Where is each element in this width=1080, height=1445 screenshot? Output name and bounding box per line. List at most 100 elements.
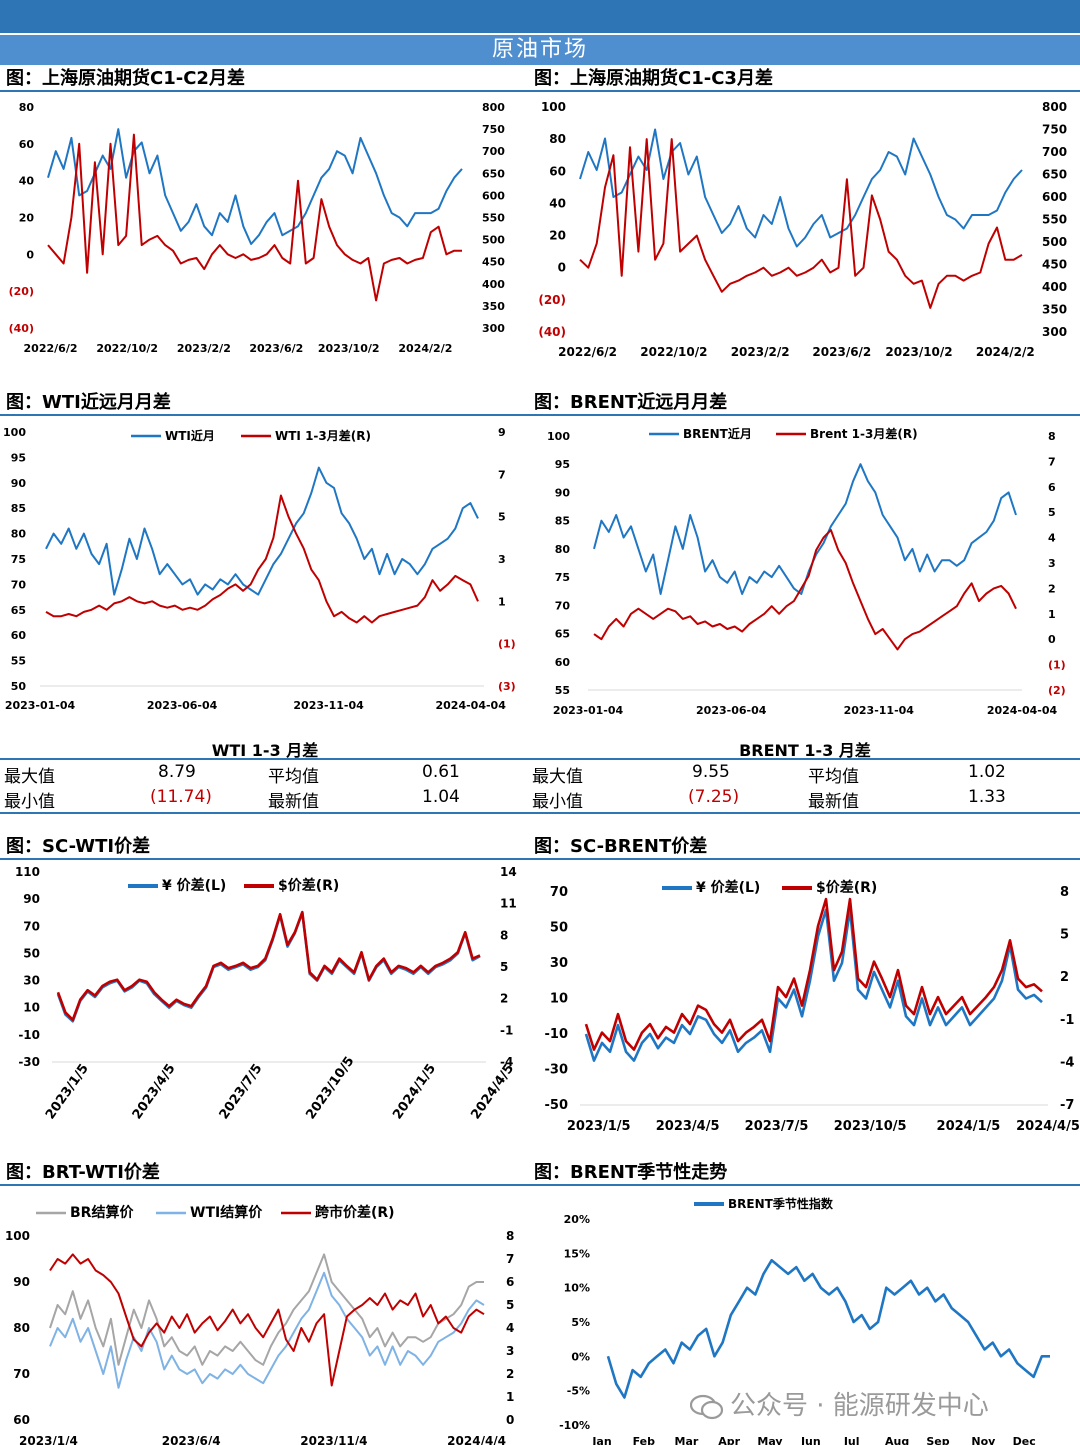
y-right-tick-label: (1)	[1048, 659, 1066, 672]
x-tick-label: 2023/2/2	[177, 342, 231, 355]
x-tick-label: 2023/4/5	[656, 1119, 720, 1134]
x-tick-label: Jan	[591, 1435, 611, 1445]
y-left-tick-label: (20)	[538, 293, 566, 307]
series-line-1	[49, 1253, 484, 1366]
y-right-tick-label: 3	[498, 553, 506, 566]
x-tick-label: 2023/6/2	[812, 345, 871, 359]
y-left-tick-label: 75	[555, 571, 570, 584]
brent-stats-table: 最大值 9.55 平均值 1.02 最小值 (7.25) 最新值 1.33	[528, 762, 1080, 812]
y-left-tick-label: (40)	[9, 322, 34, 335]
legend-label: WTI 1-3月差(R)	[275, 428, 371, 443]
wti-max-value: 8.79	[158, 762, 196, 782]
y-right-tick-label: 500	[482, 234, 505, 247]
y-right-tick-label: 600	[482, 189, 505, 202]
x-tick-label: 2023/1/5	[567, 1119, 631, 1134]
y-right-tick-label: 8	[1060, 885, 1069, 900]
y-left-tick-label: 60	[13, 1413, 30, 1427]
y-left-tick-label: 85	[555, 515, 570, 528]
x-tick-label: 2024/4/5	[468, 1061, 517, 1122]
x-tick-label: Feb	[633, 1435, 656, 1445]
y-right-tick-label: -1	[1060, 1013, 1074, 1028]
y-right-tick-label: 5	[1048, 506, 1056, 519]
x-tick-label: 2024/2/2	[398, 342, 452, 355]
series-line-1	[593, 463, 1017, 595]
x-tick-label: 2022/10/2	[96, 342, 158, 355]
y-left-tick-label: 80	[13, 1321, 30, 1335]
y-right-tick-label: 4	[1048, 532, 1056, 545]
y-left-tick-label: 70	[11, 578, 27, 591]
x-tick-label: 2023-01-04	[5, 699, 76, 712]
y-left-tick-label: 20	[19, 212, 35, 225]
y-right-tick-label: -1	[500, 1023, 513, 1037]
brent-latest-value: 1.33	[968, 787, 1006, 807]
x-tick-label: 2023/10/2	[885, 345, 952, 359]
y-left-tick-label: 80	[19, 101, 35, 114]
chart-wti-near-far-spread: 1009590858075706560555097531(1)(3)2023-0…	[3, 426, 516, 712]
y-right-tick-label: 1	[506, 1390, 514, 1404]
series-line-1	[47, 128, 463, 245]
y-right-tick-label: 700	[1042, 145, 1067, 159]
series-line-2	[593, 529, 1017, 651]
section-title-brent-seasonal: 图：BRENT季节性走势	[528, 1160, 1080, 1186]
y-right-tick-label: 8	[500, 928, 508, 942]
y-right-tick-label: 400	[482, 278, 505, 291]
y-left-tick-label: -50	[545, 1098, 569, 1113]
y-left-tick-label: 100	[5, 1229, 30, 1243]
brent-max-value: 9.55	[692, 762, 730, 782]
x-tick-label: Dec	[1013, 1435, 1036, 1445]
x-tick-label: 2023/7/5	[745, 1119, 809, 1134]
y-left-tick-label: 60	[11, 629, 27, 642]
y-left-tick-label: 80	[549, 132, 566, 146]
y-left-tick-label: 70	[13, 1367, 30, 1381]
y-right-tick-label: 2	[500, 992, 508, 1006]
y-right-tick-label: 5	[498, 511, 506, 524]
watermark: 公众号 · 能源研发中心	[690, 1385, 989, 1422]
x-tick-label: May	[757, 1435, 782, 1445]
y-right-tick-label: 800	[482, 101, 505, 114]
x-tick-label: Jul	[843, 1435, 860, 1445]
series-line-1	[45, 466, 479, 596]
brent-avg-value: 1.02	[968, 762, 1006, 782]
y-left-tick-label: 60	[19, 138, 35, 151]
y-left-tick-label: 15%	[564, 1247, 590, 1260]
y-left-tick-label: 100	[3, 426, 26, 439]
series-line-2	[45, 494, 479, 624]
y-right-tick-label: 5	[506, 1298, 514, 1312]
legend-label: BRENT近月	[683, 426, 752, 441]
brent-stats-title: BRENT 1-3 月差	[739, 741, 871, 760]
chart-sc-c1c2-spread: 80 60 40 20 0 (20) (40) 800 750 700 650 600 550 500 45…	[9, 101, 506, 355]
legend-label: Brent 1-3月差(R)	[810, 426, 918, 441]
y-left-tick-label: 55	[555, 684, 570, 697]
x-tick-label: Aug	[885, 1435, 909, 1445]
x-tick-label: 2023/6/4	[162, 1434, 221, 1445]
y-left-tick-label: 80	[11, 528, 27, 541]
y-left-tick-label: 70	[550, 885, 568, 900]
y-left-tick-label: 60	[549, 164, 566, 178]
x-tick-label: 2024/1/5	[390, 1061, 439, 1122]
x-tick-label: 2023/7/5	[217, 1061, 266, 1122]
chart-sc-brent-spread: 70 50 30 10 -10 -30 -50 8 5 2 -1 -4 -7 2023/1/5 2023/4…	[545, 879, 1080, 1134]
x-tick-label: 2024/2/2	[976, 345, 1035, 359]
wti-min-label: 最小值	[4, 792, 55, 812]
legend-label: ¥ 价差(L)	[162, 877, 226, 894]
y-left-tick-label: 80	[555, 543, 571, 556]
y-right-tick-label: 300	[482, 322, 505, 335]
y-right-tick-label: 800	[1042, 100, 1067, 114]
series-line-2	[49, 1271, 485, 1389]
header-divider	[0, 33, 1080, 35]
y-right-tick-label: 3	[1048, 557, 1056, 570]
brent-avg-label: 平均值	[808, 767, 859, 787]
x-tick-label: 2023-06-04	[696, 704, 767, 717]
y-left-tick-label: 50	[23, 946, 40, 960]
legend-label: WTI结算价	[190, 1204, 263, 1221]
y-right-tick-label: 8	[1048, 430, 1056, 443]
x-tick-label: 2022/10/2	[640, 345, 707, 359]
y-right-tick-label: 1	[498, 595, 506, 608]
legend-label: 跨市价差(R)	[315, 1204, 395, 1221]
series-line-1	[584, 908, 1043, 1062]
x-tick-label: 2023/4/5	[130, 1061, 179, 1122]
wti-latest-value: 1.04	[422, 787, 460, 807]
y-right-tick-label: (3)	[498, 680, 516, 693]
x-tick-label: Apr	[718, 1435, 740, 1445]
wechat-icon	[690, 1394, 724, 1419]
